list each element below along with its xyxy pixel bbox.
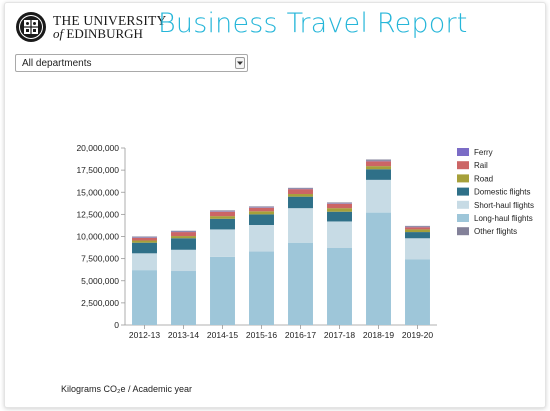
bar-segment-other-flights [327, 202, 352, 204]
x-tick-label: 2016-17 [285, 330, 316, 340]
bar-segment-domestic-flights [132, 242, 157, 254]
x-tick-label: 2019-20 [402, 330, 433, 340]
bar-segment-long-haul-flights [288, 242, 313, 325]
bar-segment-short-haul-flights [366, 179, 391, 213]
bar-segment-long-haul-flights [249, 251, 274, 325]
y-tick-label: 10,000,000 [76, 232, 119, 242]
bar-segment-rail [327, 203, 352, 209]
bar-segment-domestic-flights [210, 218, 235, 230]
bar-segment-road [210, 216, 235, 219]
university-name-of: of [53, 26, 64, 41]
y-tick-label: 15,000,000 [76, 187, 119, 197]
bar-segment-long-haul-flights [405, 259, 430, 325]
legend-swatch [457, 161, 469, 170]
x-tick-label: 2018-19 [363, 330, 394, 340]
x-tick-label: 2015-16 [246, 330, 277, 340]
y-tick-label: 5,000,000 [81, 276, 119, 286]
y-tick-label: 20,000,000 [76, 143, 119, 153]
legend-label: Short-haul flights [474, 201, 534, 210]
bar-segment-long-haul-flights [171, 271, 196, 325]
bar-segment-rail [288, 189, 313, 195]
bar-segment-rail [366, 161, 391, 167]
legend-swatch [457, 174, 469, 183]
bar-segment-road [405, 229, 430, 233]
legend-swatch [457, 148, 469, 156]
bar-segment-rail [132, 237, 157, 241]
bar-segment-short-haul-flights [327, 221, 352, 249]
bar-segment-domestic-flights [366, 169, 391, 180]
bar-segment-road [132, 240, 157, 243]
legend-label: Rail [474, 161, 488, 170]
x-tick-label: 2017-18 [324, 330, 355, 340]
university-crest-icon [16, 12, 46, 42]
bar-segment-short-haul-flights [210, 229, 235, 257]
bar-segment-long-haul-flights [327, 248, 352, 325]
bar-segment-rail [210, 211, 235, 217]
page-title: Business Travel Report [158, 8, 468, 39]
bar-segment-other-flights [288, 187, 313, 189]
bar-segment-short-haul-flights [249, 224, 274, 252]
y-tick-label: 2,500,000 [81, 298, 119, 308]
bar-segment-other-flights [171, 230, 196, 232]
bar-segment-short-haul-flights [288, 208, 313, 243]
bar-segment-rail [171, 232, 196, 237]
legend-label: Long-haul flights [474, 214, 533, 223]
header: THE UNIVERSITY of EDINBURGH Business Tra… [13, 8, 543, 47]
legend-swatch [457, 187, 469, 196]
bar-segment-short-haul-flights [132, 253, 157, 271]
chevron-down-icon [237, 61, 243, 65]
y-tick-label: 17,500,000 [76, 165, 119, 175]
bar-segment-other-flights [132, 236, 157, 238]
bar-segment-other-flights [210, 210, 235, 212]
bar-segment-short-haul-flights [405, 238, 430, 260]
legend-label: Ferry [474, 148, 493, 157]
bar-segment-road [249, 211, 274, 215]
bar-segment-domestic-flights [171, 238, 196, 250]
bar-segment-rail [405, 227, 430, 230]
department-select[interactable]: All departments [15, 54, 248, 72]
bar-segment-domestic-flights [327, 211, 352, 222]
bar-segment-other-flights [249, 206, 274, 208]
y-tick-label: 0 [114, 320, 119, 330]
bar-segment-long-haul-flights [132, 270, 157, 325]
university-name-line1: THE UNIVERSITY [53, 13, 167, 28]
bar-segment-long-haul-flights [366, 212, 391, 325]
legend-swatch [457, 227, 469, 236]
university-name-edinburgh: EDINBURGH [66, 26, 143, 41]
bar-segment-short-haul-flights [171, 249, 196, 272]
legend-label: Other flights [474, 227, 517, 236]
university-name-line2: of EDINBURGH [53, 27, 166, 40]
bar-segment-domestic-flights [288, 196, 313, 209]
x-tick-label: 2013-14 [168, 330, 199, 340]
x-tick-label: 2012-13 [129, 330, 160, 340]
bar-segment-road [327, 208, 352, 212]
university-name: THE UNIVERSITY of EDINBURGH [53, 14, 166, 40]
chart-footnote: Kilograms CO₂e / Academic year [61, 384, 193, 394]
bar-segment-other-flights [405, 225, 430, 227]
legend-label: Road [474, 174, 493, 183]
bar-segment-domestic-flights [405, 232, 430, 239]
bar-segment-long-haul-flights [210, 256, 235, 325]
bar-segment-other-flights [366, 159, 391, 161]
bar-segment-road [288, 194, 313, 197]
legend-swatch [457, 214, 469, 222]
report-panel: THE UNIVERSITY of EDINBURGH Business Tra… [4, 2, 546, 408]
stacked-bar-chart: 0 2,500,000 5,000,000 7,500,000 10,000,000 12… [76, 143, 534, 340]
x-tick-label: 2014-15 [207, 330, 238, 340]
bar-segment-road [366, 166, 391, 170]
y-tick-label: 12,500,000 [76, 209, 119, 219]
bar-segment-domestic-flights [249, 214, 274, 225]
legend-label: Domestic flights [474, 188, 530, 197]
department-select-value: All departments [22, 58, 92, 69]
legend-swatch [457, 200, 469, 209]
bar-segment-rail [249, 207, 274, 212]
y-tick-label: 7,500,000 [81, 254, 119, 264]
bar-segment-road [171, 236, 196, 239]
dropdown-button[interactable] [235, 57, 245, 69]
